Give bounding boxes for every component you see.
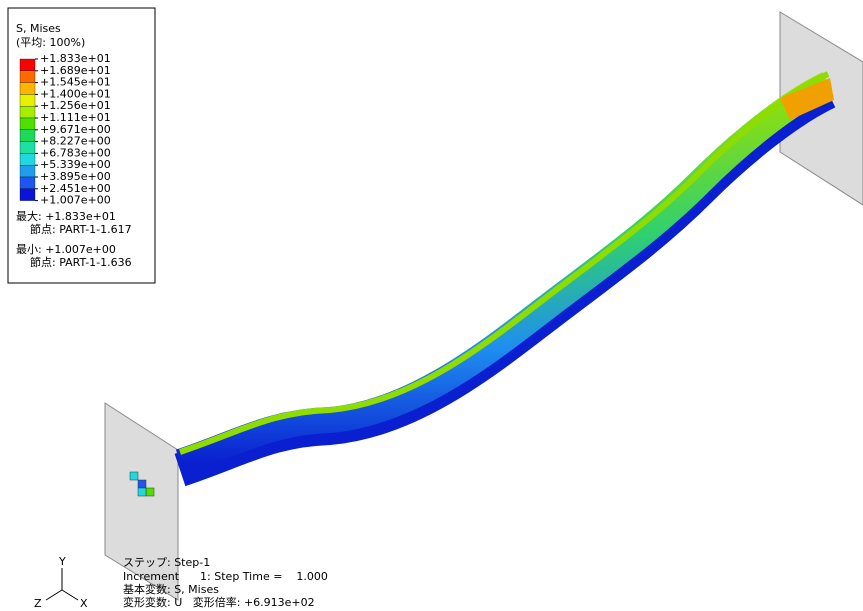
status-line: ステップ: Step-1 (123, 556, 210, 569)
legend-swatch (20, 94, 35, 106)
legend-swatch (20, 177, 35, 189)
legend-max-node: 節点: PART-1-1.617 (30, 222, 132, 236)
legend-swatch (20, 189, 35, 201)
legend-swatch (20, 153, 35, 165)
beam-top (180, 74, 828, 452)
legend-min-node: 節点: PART-1-1.636 (30, 255, 132, 269)
triad-z: Z (34, 597, 42, 610)
triad-y: Y (58, 555, 66, 568)
legend-swatch (20, 83, 35, 95)
legend-swatch (20, 130, 35, 142)
legend-swatch (20, 118, 35, 130)
status-line: 変形変数: U 変形倍率: +6.913e+02 (123, 595, 315, 609)
triad (46, 568, 78, 600)
legend-bar: +1.833e+01+1.689e+01+1.545e+01+1.400e+01… (20, 52, 111, 207)
legend-swatch (20, 165, 35, 177)
legend-max: 最大: +1.833e+01 (16, 209, 116, 223)
legend-title: S, Mises (16, 22, 61, 35)
legend-min: 最小: +1.007e+00 (16, 243, 116, 256)
legend-swatch (20, 71, 35, 83)
legend-swatch (20, 142, 35, 154)
legend-swatch (20, 59, 35, 71)
viewport: S, Mises (平均: 100%) 最大: +1.833e+01 節点: P… (0, 0, 863, 611)
status-line: Increment 1: Step Time = 1.000 (123, 570, 328, 583)
status: ステップ: Step-1 Increment 1: Step Time = 1.… (123, 556, 328, 609)
status-line: 基本変数: S, Mises (123, 582, 219, 596)
legend-label: +1.007e+00 (40, 194, 111, 207)
legend-swatch (20, 106, 35, 118)
legend-subtitle: (平均: 100%) (16, 36, 85, 49)
triad-x: X (80, 597, 88, 610)
